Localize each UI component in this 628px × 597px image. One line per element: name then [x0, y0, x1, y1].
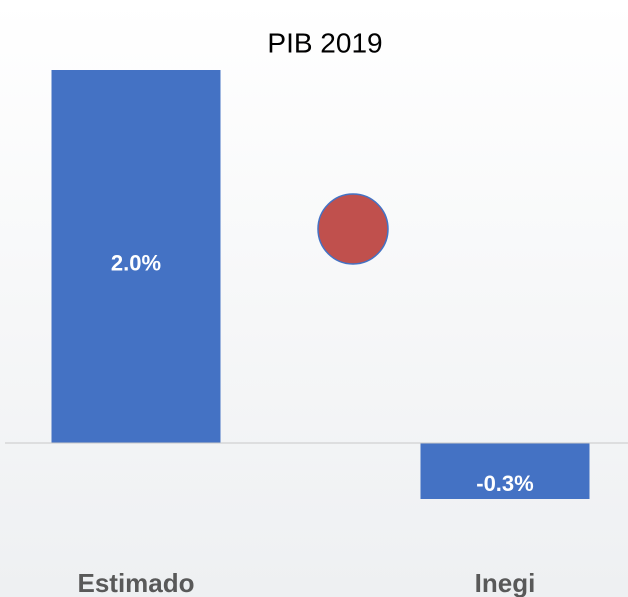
data-label: 2.0% — [111, 250, 161, 275]
x-tick-label: Inegi — [475, 568, 536, 597]
chart-title: PIB 2019 — [267, 27, 382, 58]
x-tick-label: Estimado — [77, 568, 194, 597]
decoration-circle — [317, 193, 389, 265]
data-label: -0.3% — [476, 471, 533, 496]
bar — [420, 443, 590, 499]
bar — [51, 70, 221, 444]
plot: 2.0% Estimado -0.3% Inegi — [5, 70, 628, 597]
